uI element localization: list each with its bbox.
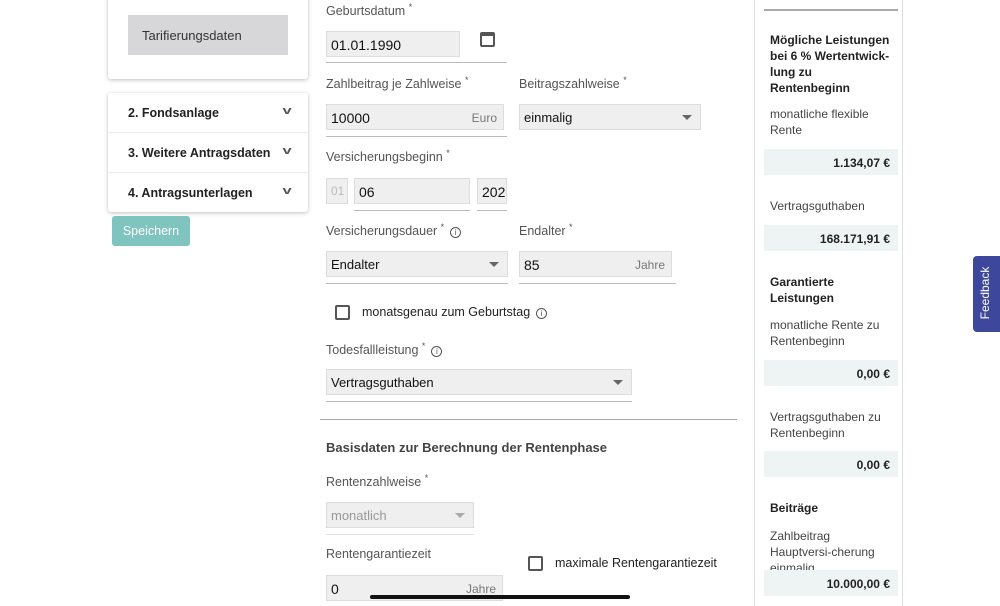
calendar-icon[interactable]: [480, 32, 495, 47]
summary-heading: Mögliche Leistungen bei 6 % Wertentwick-…: [770, 33, 890, 95]
beitraege-heading: Beiträge: [770, 501, 819, 515]
monatsgenau-label: monatsgenau zum Geburtstag i: [362, 305, 548, 319]
todesfall-label: Todesfallleistung *i: [326, 341, 443, 358]
endalter-label: Endalter *: [519, 222, 573, 239]
accordion-weitere-antragsdaten[interactable]: 3. Weitere Antragsdaten v: [108, 133, 308, 173]
dropdown-caret-icon: [455, 513, 465, 518]
garantie-heading: Garantierte Leistungen: [770, 275, 835, 305]
rente-value: 1.134,07 €: [764, 149, 898, 175]
info-icon[interactable]: i: [536, 308, 548, 319]
rentengarantiezeit-label: Rentengarantiezeit: [326, 547, 431, 561]
endalter-input[interactable]: 85 Jahre: [519, 251, 672, 277]
todesfall-select[interactable]: Vertragsguthaben: [326, 369, 632, 395]
nav-card: Tarifierungsdaten: [108, 0, 308, 79]
beitragszahlweise-select[interactable]: einmalig: [519, 104, 701, 130]
save-button[interactable]: Speichern: [112, 216, 190, 246]
versicherungsbeginn-label: Versicherungsbeginn *: [326, 148, 450, 165]
beitrag-label: Zahlbeitrag Hauptversi-cherung einmalig: [770, 529, 875, 575]
accordion-antragsunterlagen[interactable]: 4. Antragsunterlagen v: [108, 173, 308, 213]
grente-label: monatliche Rente zu Rentenbeginn: [770, 318, 880, 348]
accordion-fondsanlage[interactable]: 2. Fondsanlage v: [108, 93, 308, 133]
guthaben-label: Vertragsguthaben: [770, 199, 865, 213]
accordion-label: 2. Fondsanlage: [128, 106, 219, 120]
chevron-down-icon: v: [282, 185, 292, 197]
beginn-day-input: 01: [326, 178, 348, 204]
dropdown-caret-icon: [613, 380, 623, 385]
guthaben-value: 168.171,91 €: [764, 225, 898, 251]
chevron-down-icon: v: [282, 145, 292, 157]
chevron-down-icon: v: [282, 105, 292, 117]
beginn-year-input[interactable]: 202: [477, 178, 507, 204]
home-indicator[interactable]: [370, 595, 630, 599]
dropdown-caret-icon: [489, 262, 499, 267]
gguthaben-value: 0,00 €: [764, 451, 898, 477]
accordion: 2. Fondsanlage v 3. Weitere Antragsdaten v…: [108, 93, 308, 212]
accordion-label: 4. Antragsunterlagen: [128, 186, 253, 200]
feedback-button[interactable]: Feedback: [973, 256, 1000, 332]
versicherungsdauer-label: Versicherungsdauer *i: [326, 222, 462, 239]
monatsgenau-checkbox[interactable]: [335, 305, 350, 320]
info-icon[interactable]: i: [431, 346, 443, 358]
info-icon[interactable]: i: [450, 227, 462, 239]
max-garantie-checkbox[interactable]: [528, 556, 543, 571]
geburtsdatum-input[interactable]: 01.01.1990: [326, 31, 460, 57]
rentenzahlweise-select: monatlich: [326, 502, 474, 528]
dropdown-caret-icon: [682, 115, 692, 120]
gguthaben-label: Vertragsguthaben zu Rentenbeginn: [770, 410, 881, 440]
zahlbeitrag-input[interactable]: 10000 Euro: [326, 104, 504, 130]
rente-label: monatliche flexible Rente: [770, 107, 869, 137]
beitrag-value: 10.000,00 €: [764, 570, 898, 596]
zahlbeitrag-label: Zahlbeitrag je Zahlweise *: [326, 75, 469, 92]
accordion-label: 3. Weitere Antragsdaten: [128, 146, 271, 160]
grente-value: 0,00 €: [764, 360, 898, 386]
section-title: Basisdaten zur Berechnung der Rentenphas…: [326, 440, 608, 455]
max-garantie-label: maximale Rentengarantiezeit: [555, 556, 717, 570]
beginn-month-input[interactable]: 06: [354, 178, 470, 204]
summary-panel: Mögliche Leistungen bei 6 % Wertentwick-…: [754, 0, 903, 606]
versicherungsdauer-select[interactable]: Endalter: [326, 251, 508, 277]
beitragszahlweise-label: Beitragszahlweise *: [519, 75, 627, 92]
nav-item-tarifierungsdaten[interactable]: Tarifierungsdaten: [128, 15, 288, 55]
rentenzahlweise-label: Rentenzahlweise *: [326, 473, 429, 490]
geburtsdatum-label: Geburtsdatum *: [326, 2, 413, 19]
